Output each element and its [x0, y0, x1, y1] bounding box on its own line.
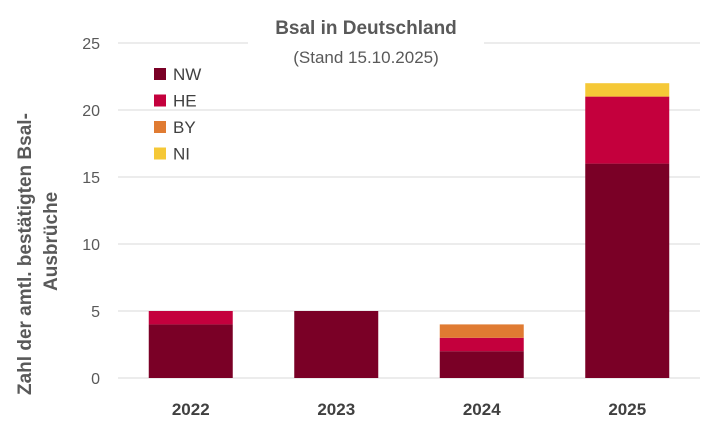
y-tick-label: 10 — [82, 237, 100, 254]
bar-2025-he — [585, 96, 670, 164]
legend-item-ni: NI — [154, 145, 190, 164]
x-tick-label: 2022 — [172, 400, 210, 419]
y-tick-label: 5 — [91, 304, 100, 321]
x-tick-label: 2023 — [317, 400, 355, 419]
x-tick-label: 2025 — [608, 400, 646, 419]
legend-item-by: BY — [154, 118, 196, 137]
bar-2022-nw — [148, 324, 233, 378]
y-axis-label-line-1: Zahl der amtl. bestätigten Bsal- — [15, 113, 36, 395]
bar-2024-nw — [439, 351, 524, 378]
legend-label: HE — [173, 92, 197, 111]
y-axis-ticks: 0 5 10 15 20 25 — [82, 36, 100, 388]
y-tick-label: 20 — [82, 103, 100, 120]
bar-2022-he — [148, 311, 233, 325]
legend-swatch — [154, 121, 166, 133]
legend-item-nw: NW — [154, 65, 201, 84]
x-tick-label: 2024 — [463, 400, 501, 419]
bar-2025-nw — [585, 163, 670, 378]
bars — [148, 83, 670, 378]
legend-label: BY — [173, 118, 196, 137]
title-box — [248, 8, 484, 72]
y-axis-label: Zahl der amtl. bestätigten Bsal- Ausbrüc… — [15, 113, 62, 395]
legend-label: NW — [173, 65, 201, 84]
bar-2024-he — [439, 337, 524, 352]
y-tick-label: 0 — [91, 371, 100, 388]
y-tick-label: 15 — [82, 170, 100, 187]
bar-2025-ni — [585, 83, 670, 97]
legend-item-he: HE — [154, 92, 197, 111]
x-axis-ticks: 2022 2023 2024 2025 — [172, 400, 646, 419]
y-axis-label-line-2: Ausbrüche — [41, 192, 62, 291]
legend-swatch — [154, 68, 166, 80]
chart-subtitle: (Stand 15.10.2025) — [293, 48, 439, 67]
chart-title: Bsal in Deutschland — [275, 18, 457, 39]
bar-2023-nw — [294, 311, 379, 378]
bar-2024-by — [439, 324, 524, 338]
y-tick-label: 25 — [82, 36, 100, 53]
legend-label: NI — [173, 145, 190, 164]
legend-swatch — [154, 94, 166, 107]
legend-swatch — [154, 147, 166, 160]
legend: NW HE BY NI — [154, 65, 201, 164]
